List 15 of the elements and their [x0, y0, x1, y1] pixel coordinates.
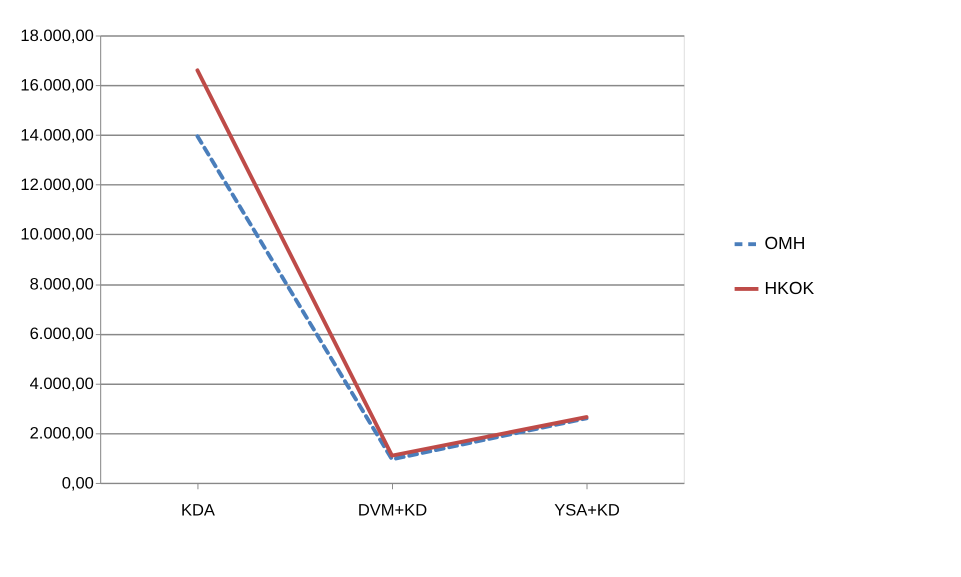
legend-label: HKOK: [764, 278, 814, 298]
legend-label: OMH: [764, 233, 806, 254]
x-tick-label: DVM+KD: [358, 500, 428, 520]
y-tick-label: 14.000,00: [20, 125, 94, 144]
y-tick-label: 12.000,00: [20, 175, 94, 194]
y-tick-label: 6.000,00: [30, 324, 94, 344]
y-tick-label: 16.000,00: [20, 76, 94, 95]
x-tick-label: KDA: [180, 500, 215, 520]
y-tick-label: 10.000,00: [20, 224, 94, 244]
y-tick-label: 18.000,00: [20, 26, 94, 45]
y-tick-label: 8.000,00: [30, 274, 94, 294]
y-tick-label: 2.000,00: [30, 424, 94, 443]
x-tick-label: YSA+KD: [554, 500, 620, 520]
y-tick-label: 0,00: [62, 473, 94, 492]
y-tick-label: 4.000,00: [30, 374, 94, 393]
